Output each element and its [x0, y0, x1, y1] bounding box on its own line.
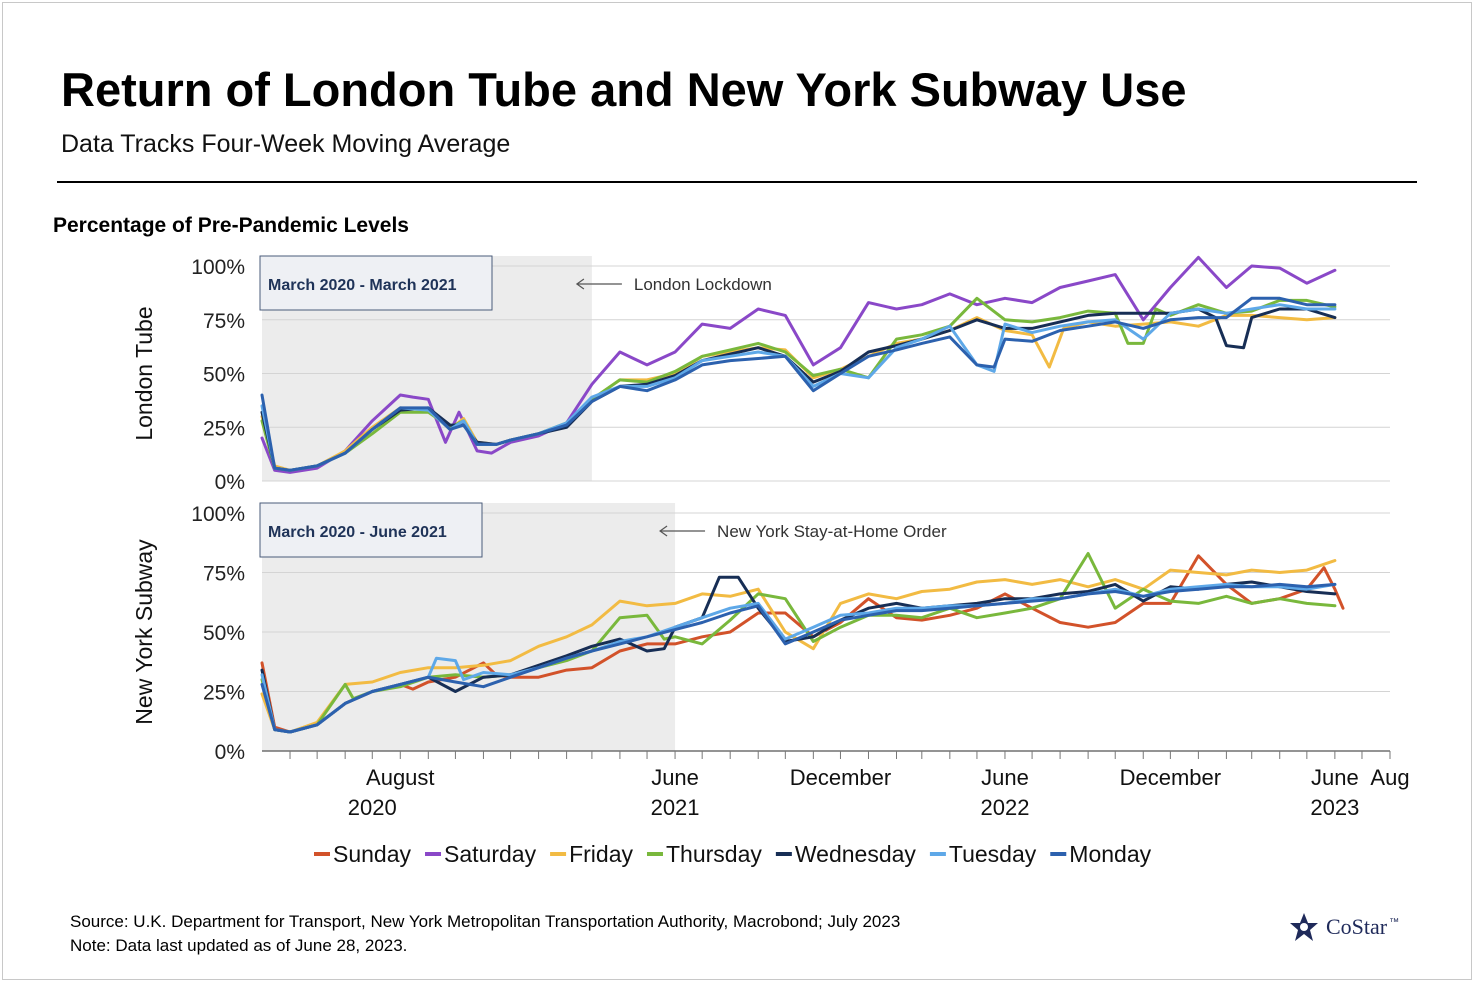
legend-label-sunday: Sunday	[333, 841, 412, 867]
shade-label: March 2020 - June 2021	[268, 524, 447, 541]
x-tick-year-label: 2022	[980, 795, 1029, 820]
annotation-text: New York Stay-at-Home Order	[717, 522, 947, 541]
annotation-text: London Lockdown	[634, 275, 772, 294]
y-tick-label: 50%	[203, 364, 245, 387]
y-tick-label: 100%	[191, 503, 245, 526]
y-tick-label: 100%	[191, 256, 245, 279]
y-tick-label: 25%	[203, 682, 245, 705]
legend-label-thursday: Thursday	[666, 841, 762, 867]
legend-label-monday: Monday	[1069, 841, 1151, 867]
logo-trademark: ™	[1389, 916, 1400, 928]
legend-label-wednesday: Wednesday	[795, 841, 917, 867]
x-tick-year-label: 2023	[1310, 795, 1359, 820]
legend-label-tuesday: Tuesday	[949, 841, 1037, 867]
costar-logo: CoStar ™	[1288, 910, 1399, 944]
x-tick-label: August	[366, 765, 435, 790]
y-tick-label: 0%	[215, 741, 245, 764]
y-tick-label: 25%	[203, 417, 245, 440]
panel-london: 0% 25% 50% 75% 100% London Tube March 2020 - M…	[131, 255, 1390, 494]
y-tick-label: 0%	[215, 471, 245, 494]
source-note: Source: U.K. Department for Transport, N…	[70, 912, 901, 931]
x-tick-label: June	[651, 765, 699, 790]
logo-text: CoStar	[1326, 914, 1388, 939]
legend: Sunday Saturday Friday Thursday Wednesday Tue…	[314, 841, 1152, 867]
x-tick-year-label: 2020	[348, 795, 397, 820]
series-line-london-monday	[260, 296, 1337, 472]
shade-label-box	[259, 255, 493, 311]
annotation-arrowhead	[659, 525, 668, 537]
chart-title: Return of London Tube and New York Subwa…	[61, 63, 1187, 116]
unit-label: Percentage of Pre-Pandemic Levels	[53, 214, 409, 237]
costar-star-icon	[1290, 913, 1318, 941]
x-tick-year-label: 2021	[651, 795, 700, 820]
series-line-newyork-monday	[260, 582, 1337, 734]
legend-label-friday: Friday	[569, 841, 633, 867]
y-axis-label: London Tube	[131, 306, 157, 440]
series-line-newyork-friday	[260, 559, 1337, 734]
x-tick-label: June	[981, 765, 1029, 790]
x-tick-label: December	[1120, 765, 1221, 790]
title-divider	[57, 181, 1417, 183]
panel-newyork: 0% 25% 50% 75% 100% New York Subway March 2020…	[131, 502, 1390, 764]
x-tick-label: June	[1311, 765, 1359, 790]
legend-label-saturday: Saturday	[444, 841, 537, 867]
y-axis-label: New York Subway	[131, 539, 157, 725]
y-tick-label: 75%	[203, 563, 245, 586]
chart-subtitle: Data Tracks Four-Week Moving Average	[61, 130, 511, 158]
x-tick-label: December	[790, 765, 891, 790]
shade-label: March 2020 - March 2021	[268, 277, 457, 294]
series-line-newyork-thursday	[260, 552, 1337, 734]
update-note: Note: Data last updated as of June 28, 2…	[70, 936, 408, 955]
x-tick-label: Aug	[1370, 765, 1409, 790]
shade-label-box	[259, 502, 483, 558]
y-tick-label: 75%	[203, 310, 245, 333]
annotation-arrowhead	[575, 278, 585, 290]
y-tick-label: 50%	[203, 622, 245, 645]
